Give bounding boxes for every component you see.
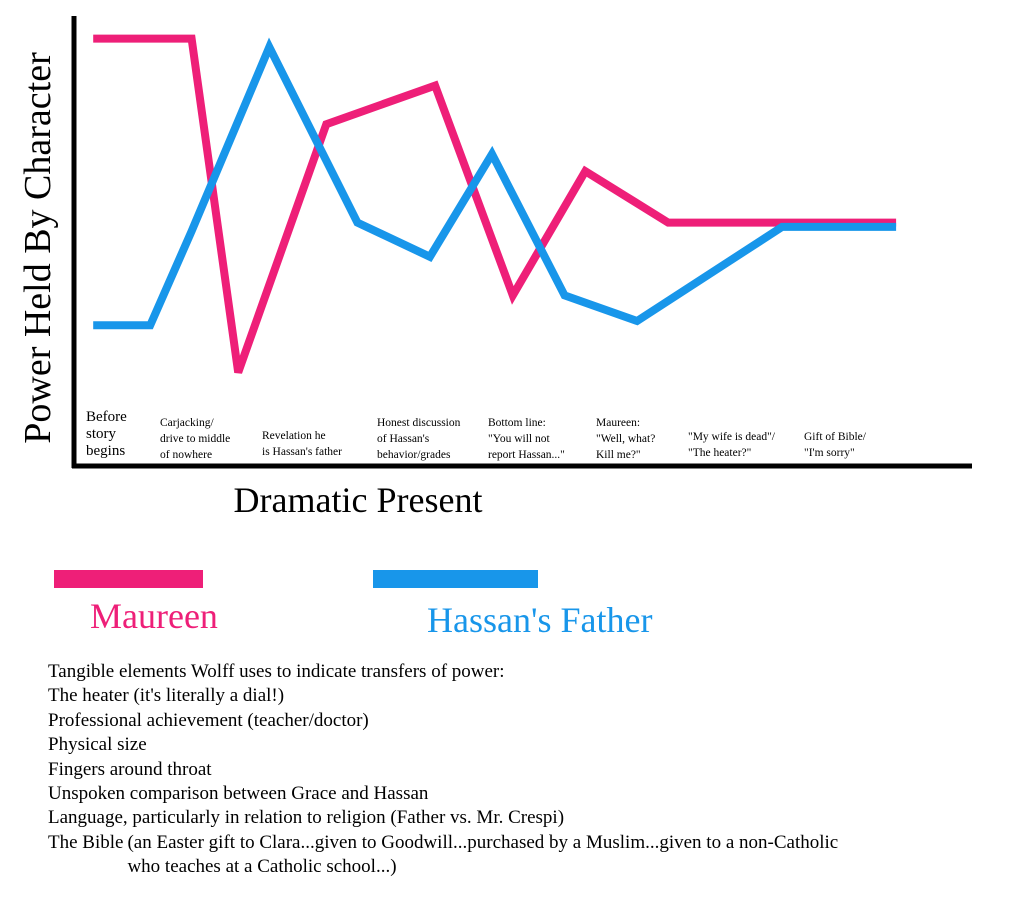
legend-swatch-maureen: [54, 570, 203, 588]
x-tick-label: Maureen: "Well, what? Kill me?": [596, 417, 655, 461]
x-tick-label: Bottom line: "You will not report Hassan..…: [488, 417, 565, 461]
bible-line-2: who teaches at a Catholic school...): [127, 856, 397, 878]
x-tick-label: Carjacking/drive to middle of nowhere: [160, 417, 230, 461]
legend-label-maureen: Maureen: [90, 596, 218, 636]
note-item: Fingers around throat: [48, 758, 212, 780]
bible-label: The Bible: [48, 831, 124, 853]
series-layer: [93, 34, 897, 374]
note-item: Unspoken comparison between Grace and Ha…: [48, 783, 429, 805]
axes: [71, 16, 972, 469]
x-tick-label: "My wife is dead"/"The heater?": [688, 431, 776, 459]
x-tick-label: Honest discussion of Hassan's behavior/gra…: [377, 417, 461, 461]
y-axis-label: Power Held By Character: [17, 52, 59, 444]
note-item: Language, particularly in relation to re…: [48, 807, 565, 829]
notes-section: Tangible elements Wolff uses to indicate…: [48, 660, 1018, 880]
note-item-bible: The Bible (an Easter gift to Clara...giv…: [48, 831, 1018, 880]
x-axis-label: Dramatic Present: [234, 480, 483, 520]
note-item: Physical size: [48, 734, 147, 756]
note-item: The heater (it's literally a dial!): [48, 685, 285, 707]
series-line-hassan-s-father: [93, 37, 897, 330]
series-line-maureen: [93, 34, 897, 374]
note-item: Professional achievement (teacher/doctor…: [48, 709, 369, 731]
x-tick-label: Revelation he is Hassan's father: [262, 430, 342, 458]
bible-line-1: (an Easter gift to Clara...given to Good…: [127, 831, 839, 853]
legend-label-hassans-father: Hassan's Father: [427, 600, 653, 640]
legend-swatch-hassans-father: [373, 570, 538, 588]
power-chart: Power Held By Character Dramatic Present…: [17, 16, 972, 520]
x-tick-label: Gift of Bible/"I'm sorry": [804, 431, 867, 459]
tick-labels: Before story begins Carjacking/drive to mid…: [86, 409, 867, 461]
notes-heading: Tangible elements Wolff uses to indicate…: [48, 661, 505, 682]
x-tick-label: Before story begins: [86, 409, 127, 459]
bible-description: (an Easter gift to Clara...given to Good…: [123, 831, 838, 880]
